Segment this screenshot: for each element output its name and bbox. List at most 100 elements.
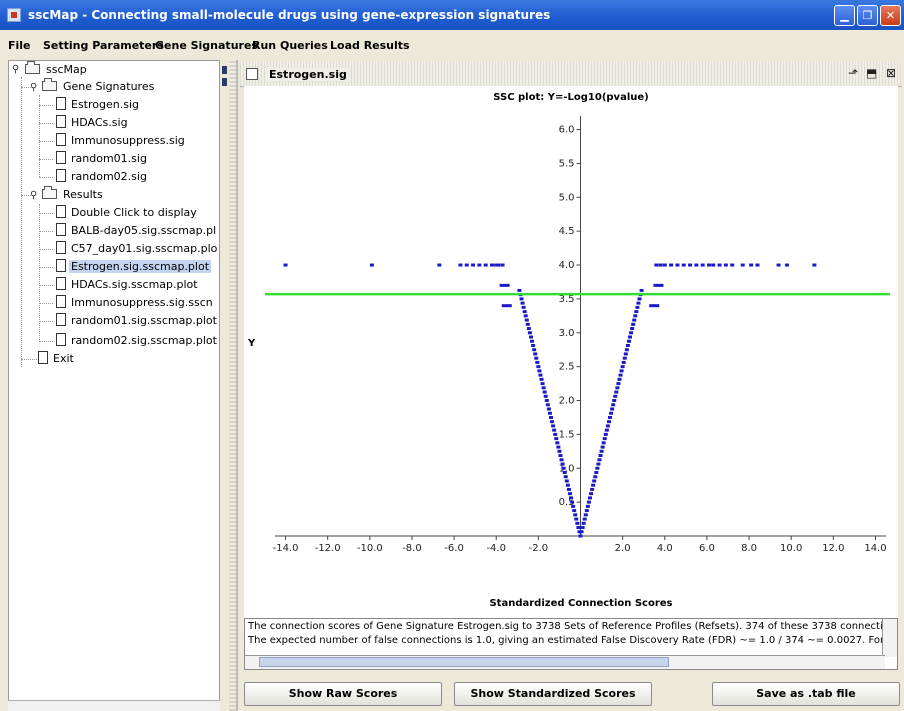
tree-item-estrogen-plot[interactable]: Estrogen.sig.sscmap.plot (56, 259, 212, 275)
data-point (575, 521, 580, 525)
x-tick-label: -14.0 (273, 543, 299, 554)
data-point (526, 327, 531, 331)
data-point (603, 432, 608, 436)
tree-item-random02-plot[interactable]: random02.sig.sscmap.plot (56, 333, 219, 349)
data-point (531, 343, 536, 347)
restore-button[interactable]: ❐ (857, 5, 878, 26)
internal-frame-title-bar[interactable]: Estrogen.sig ⬏ ⬒ ⊠ (240, 62, 902, 87)
tree-item-immunosuppress-sig[interactable]: Immunosuppress.sig (56, 133, 187, 149)
data-point (561, 466, 566, 470)
split-divider[interactable] (229, 60, 236, 711)
menu-gene-signatures[interactable]: Gene Signatures (155, 39, 258, 52)
data-point (369, 263, 374, 267)
data-point (611, 403, 616, 407)
tree-item-immunosuppress-plot[interactable]: Immunosuppress.sig.sscn (56, 295, 215, 311)
menu-setting-parameters[interactable]: Setting Parameters (43, 39, 164, 52)
data-point (519, 297, 524, 301)
tree-item-double-click[interactable]: Double Click to display (56, 205, 199, 221)
collapse-left-icon[interactable] (222, 66, 227, 74)
data-point (625, 343, 630, 347)
menu-load-results[interactable]: Load Results (330, 39, 410, 52)
tree-item-estrogen-sig[interactable]: Estrogen.sig (56, 97, 141, 113)
menu-file[interactable]: File (8, 39, 31, 52)
document-icon (56, 97, 66, 110)
close-button[interactable]: ✕ (880, 5, 901, 26)
data-point (602, 437, 607, 441)
tree-folder-results[interactable]: Results (42, 186, 105, 203)
folder-icon (42, 186, 57, 199)
chart-title: SSC plot: Y=-Log10(pvalue) (493, 92, 648, 103)
data-point (586, 500, 591, 504)
data-point (617, 377, 622, 381)
data-point (653, 283, 664, 287)
info-vertical-scrollbar[interactable] (882, 619, 897, 657)
frame-maximize-icon[interactable]: ⬒ (866, 66, 878, 80)
tree-root[interactable]: sscMap (25, 61, 89, 78)
data-point (681, 263, 686, 267)
data-point (634, 310, 639, 314)
data-point (581, 521, 586, 525)
data-point (620, 365, 625, 369)
data-point (614, 390, 619, 394)
data-point (639, 288, 644, 292)
data-point (612, 399, 617, 403)
show-raw-scores-button[interactable]: Show Raw Scores (244, 682, 442, 706)
info-line-1: The connection scores of Gene Signature … (248, 621, 883, 632)
data-point (560, 462, 565, 466)
document-icon (56, 205, 66, 218)
frame-iconify-icon[interactable]: ⬏ (848, 66, 859, 80)
y-tick-label: 5.0 (559, 192, 575, 203)
document-icon (56, 169, 66, 182)
data-point (755, 263, 760, 267)
tree-item-c57-day01[interactable]: C57_day01.sig.sscmap.plo (56, 241, 219, 257)
frame-close-icon[interactable]: ⊠ (886, 66, 897, 80)
tree-folder-gene-signatures[interactable]: Gene Signatures (42, 78, 156, 95)
data-point (584, 509, 589, 513)
data-point (494, 263, 499, 267)
tree-key-icon[interactable]: ⚲ (30, 82, 38, 93)
tree-item-balb-day05[interactable]: BALB-day05.sig.sscmap.pl (56, 223, 218, 239)
data-point (537, 369, 542, 373)
data-point (623, 352, 628, 356)
data-point (615, 386, 620, 390)
data-point (458, 263, 463, 267)
data-point (566, 487, 571, 491)
data-point (520, 301, 525, 305)
data-point (597, 458, 602, 462)
collapse-right-icon[interactable] (222, 78, 227, 86)
data-point (527, 331, 532, 335)
data-point (563, 475, 568, 479)
x-axis-label: Standardized Connection Scores (489, 598, 672, 609)
document-icon (56, 277, 66, 290)
x-tick-label: 14.0 (864, 543, 886, 554)
tree-item-random01-plot[interactable]: random01.sig.sscmap.plot (56, 313, 219, 329)
tree-item-hdacs-sig[interactable]: HDACs.sig (56, 115, 130, 131)
show-standardized-scores-button[interactable]: Show Standardized Scores (454, 682, 652, 706)
data-point (723, 263, 728, 267)
data-point (541, 386, 546, 390)
document-icon (56, 333, 66, 346)
menu-run-queries[interactable]: Run Queries (252, 39, 328, 52)
save-tab-file-button[interactable]: Save as .tab file (712, 682, 900, 706)
data-point (707, 263, 712, 267)
tree-key-icon[interactable]: ⚲ (30, 190, 38, 201)
data-point (283, 263, 288, 267)
y-tick-label: 6.0 (559, 125, 575, 136)
info-text-area[interactable]: The connection scores of Gene Signature … (244, 618, 898, 670)
tree-item-random01-sig[interactable]: random01.sig (56, 151, 149, 167)
tree-item-random02-sig[interactable]: random02.sig (56, 169, 149, 185)
tree-key-icon[interactable]: ⚲ (12, 64, 20, 75)
tree-item-exit[interactable]: Exit (38, 351, 76, 367)
data-point (784, 263, 789, 267)
data-point (471, 263, 476, 267)
tree-item-hdacs-plot[interactable]: HDACs.sig.sscmap.plot (56, 277, 200, 293)
data-point (609, 411, 614, 415)
data-point (483, 263, 488, 267)
scrollbar-thumb[interactable] (259, 657, 669, 667)
info-line-2: The expected number of false connections… (248, 635, 898, 646)
document-icon (56, 259, 66, 272)
info-horizontal-scrollbar[interactable] (245, 655, 885, 669)
data-point (546, 407, 551, 411)
minimize-button[interactable]: ▁ (834, 5, 855, 26)
tree-horizontal-scrollbar[interactable] (8, 700, 220, 711)
